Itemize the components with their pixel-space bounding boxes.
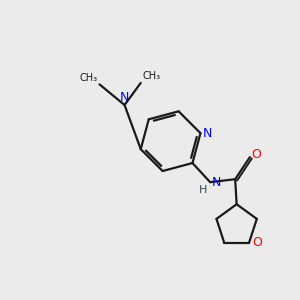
Text: CH₃: CH₃ xyxy=(80,73,98,83)
Text: CH₃: CH₃ xyxy=(142,71,160,81)
Text: N: N xyxy=(203,127,212,140)
Text: N: N xyxy=(212,176,221,189)
Text: H: H xyxy=(199,185,207,195)
Text: O: O xyxy=(251,148,261,161)
Text: O: O xyxy=(253,236,262,249)
Text: N: N xyxy=(120,91,129,103)
